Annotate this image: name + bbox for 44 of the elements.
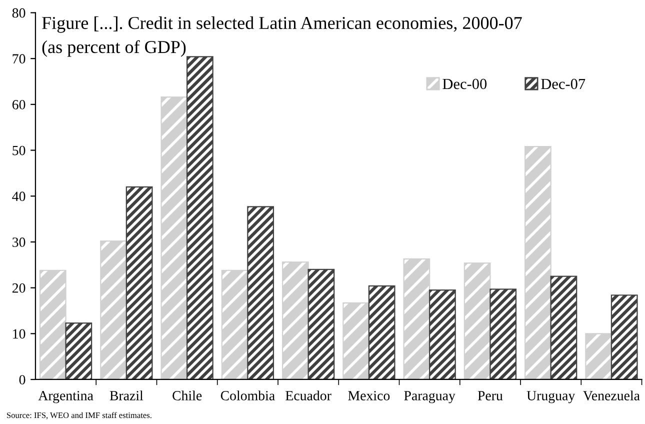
x-tick-label: Peru <box>478 391 503 400</box>
bar <box>464 262 491 380</box>
bar <box>160 96 188 380</box>
y-tick-label: 60 <box>12 100 26 110</box>
x-tick-label: Venezuela <box>583 390 640 400</box>
y-tick-label: 40 <box>12 192 26 202</box>
bar <box>490 288 517 380</box>
source-note: Source: IFS, WEO and IMF staff estimates. <box>7 412 152 420</box>
bar <box>65 322 92 380</box>
y-tick-label: 10 <box>13 329 26 339</box>
bar <box>342 302 370 380</box>
bar <box>221 270 248 380</box>
bar <box>282 262 309 380</box>
bar <box>368 285 396 380</box>
text: (as percent of GDP) <box>42 40 186 57</box>
legend-label: Dec-07 <box>541 78 586 90</box>
bar <box>308 268 335 380</box>
y-tick-label: 0 <box>19 375 26 384</box>
bar <box>585 333 612 380</box>
y-tick-label: 80 <box>12 8 26 18</box>
bar <box>550 276 578 380</box>
bar <box>524 146 552 380</box>
bar <box>186 56 214 380</box>
y-tick-label: 50 <box>12 146 26 156</box>
x-tick-label: Paraguay <box>404 391 456 404</box>
legend-label: Dec-00 <box>442 78 487 90</box>
bar <box>429 290 456 380</box>
bar <box>610 294 638 380</box>
x-tick-label: Argentina <box>38 390 94 404</box>
chart-title: Figure [...]. Credit in selected Latin American economies, 2000-07 <box>42 16 522 33</box>
x-tick-label: Uruguay <box>526 391 576 404</box>
x-tick-label: Brazil <box>110 390 144 400</box>
x-tick-label: Colombia <box>220 390 275 400</box>
x-tick-label: Chile <box>172 390 202 400</box>
bar <box>39 270 66 380</box>
x-tick-label: Mexico <box>348 391 390 400</box>
x-tick-label: Ecuador <box>286 390 332 400</box>
bar <box>247 206 274 380</box>
bar <box>126 186 153 380</box>
y-tick-label: 70 <box>12 54 26 64</box>
y-tick-label: 30 <box>12 238 26 247</box>
y-tick-label: 20 <box>12 283 26 293</box>
bar <box>403 258 430 380</box>
bar <box>100 240 127 380</box>
